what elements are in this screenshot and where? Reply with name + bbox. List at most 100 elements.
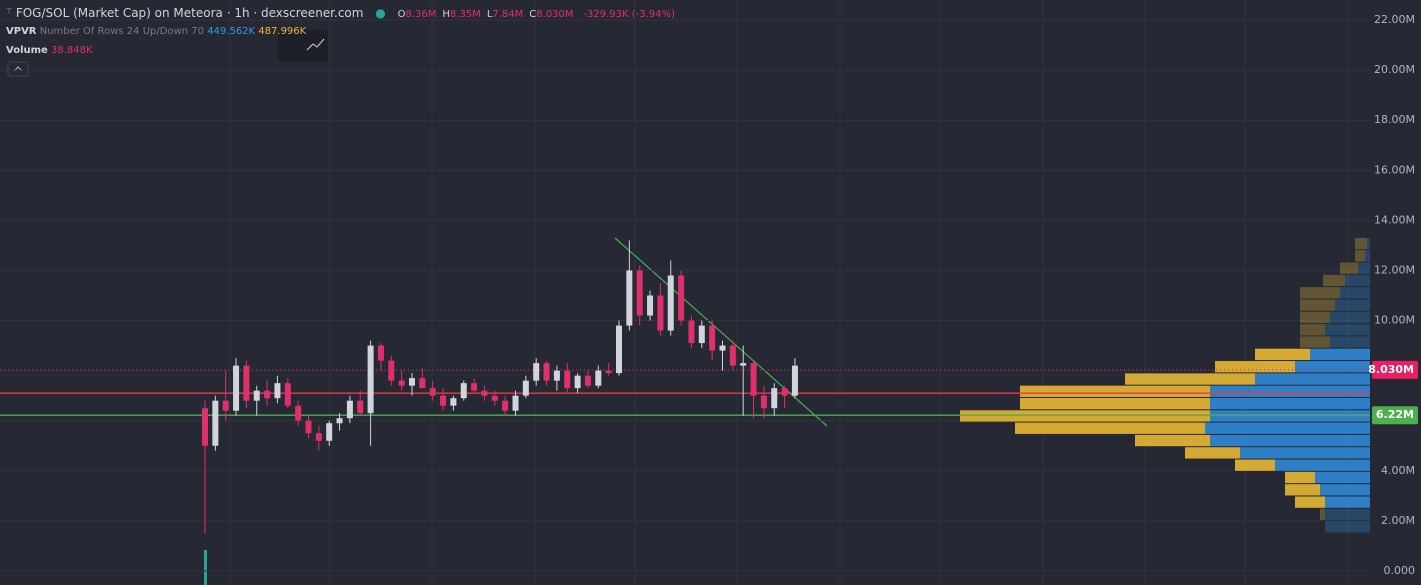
candle-body	[233, 365, 240, 411]
price-tag-label: 6.22M	[1376, 408, 1414, 421]
profile-up	[1330, 336, 1370, 348]
profile-up	[1240, 447, 1370, 459]
profile-down	[1355, 237, 1367, 250]
volume-label: Volume	[6, 45, 48, 56]
profile-up	[1330, 311, 1370, 324]
profile-up	[1315, 471, 1370, 484]
trend-line	[614, 237, 828, 427]
profile-up	[1325, 521, 1370, 533]
ohlc-key: O	[397, 9, 406, 20]
profile-up	[1340, 287, 1370, 299]
candle-body	[657, 295, 664, 331]
candle-body	[377, 345, 384, 361]
candle-body	[419, 378, 426, 389]
candle-body	[502, 400, 509, 411]
candle-body	[367, 345, 374, 414]
drawing-toolbar[interactable]	[278, 30, 328, 62]
y-tick-label: 12.00M	[1374, 263, 1415, 276]
candle-body	[771, 388, 778, 409]
ohlc-key: C	[529, 9, 537, 20]
candle-body	[574, 375, 581, 389]
profile-up	[1325, 496, 1370, 508]
vpvr-label: VPVR	[6, 26, 37, 37]
ohlc-value: 8.030M	[536, 9, 574, 20]
profile-down	[1020, 385, 1210, 397]
price-tag	[1372, 360, 1418, 379]
collapse-button[interactable]	[7, 61, 29, 77]
profile-down	[1285, 484, 1320, 496]
profile-up	[1345, 274, 1370, 287]
profile-up	[1210, 410, 1370, 422]
icon: ⸆	[6, 6, 16, 20]
candle-body	[440, 395, 447, 406]
profile-down	[1285, 471, 1315, 484]
profile-down	[1300, 287, 1340, 299]
candle-body	[605, 370, 612, 374]
profile-up	[1210, 385, 1370, 397]
trend-tool-icon[interactable]	[306, 38, 325, 51]
candle-body	[553, 370, 560, 381]
candle-body	[616, 325, 622, 374]
volume-row: Volume 38.848K	[6, 45, 93, 56]
candle-body	[429, 388, 436, 396]
y-tick-label: 2.00M	[1381, 514, 1415, 527]
candle-body	[460, 383, 467, 399]
candle-body	[512, 395, 519, 411]
vpvr-params: Number Of Rows 24 Up/Down 70	[39, 26, 204, 37]
ohlc-value: 8.35M	[449, 9, 481, 20]
profile-up	[1205, 422, 1370, 434]
candle-body	[647, 295, 654, 316]
candle-body	[595, 370, 602, 386]
profile-up	[1295, 361, 1370, 373]
candle-body	[719, 345, 726, 351]
volume-bar	[204, 550, 207, 585]
candle-body	[346, 400, 353, 419]
vpvr-up: 449.562K	[207, 26, 256, 37]
candle-body	[740, 363, 747, 366]
volume-value: 38.848K	[51, 45, 93, 56]
profile-up	[1255, 373, 1370, 385]
candle-body	[481, 390, 488, 396]
candle-body	[388, 360, 395, 381]
candle-body	[253, 390, 260, 401]
candle-body	[264, 390, 271, 399]
profile-down	[1323, 274, 1345, 287]
y-tick-label: 20.00M	[1374, 63, 1415, 76]
y-tick-label: 18.00M	[1374, 113, 1415, 126]
candle-body	[222, 400, 229, 411]
price-tag	[1372, 406, 1418, 425]
candle-body	[678, 275, 685, 321]
ohlc: O8.36M H8.35M L7.84M C8.030M	[398, 9, 580, 20]
profile-up	[1325, 508, 1370, 521]
profile-up	[1210, 397, 1370, 410]
profile-down	[1300, 311, 1330, 324]
candle-body	[491, 395, 498, 401]
candle-body	[305, 420, 312, 434]
candle-body	[336, 418, 343, 424]
y-tick-label: 0.000	[1384, 564, 1416, 577]
candle-body	[667, 275, 674, 331]
candle-body	[791, 365, 798, 396]
candle-body	[584, 375, 591, 386]
candle-body	[243, 365, 250, 401]
y-tick-label: 4.00M	[1381, 464, 1415, 477]
candle-body	[760, 395, 767, 409]
candle-body	[750, 363, 757, 396]
candle-body	[729, 345, 736, 366]
candle-body	[626, 270, 633, 326]
vpvr-down: 487.996K	[258, 26, 307, 37]
candle-body	[543, 363, 550, 381]
profile-down	[1300, 299, 1335, 311]
profile-down	[1300, 336, 1330, 348]
profile-down	[1255, 348, 1310, 361]
header-row: ⸆ FOG/SOL (Market Cap) on Meteora · 1h ·…	[6, 4, 675, 21]
profile-down	[960, 410, 1210, 422]
candle-body	[357, 400, 364, 414]
profile-down	[1300, 324, 1325, 336]
status-dot: ●	[375, 6, 386, 20]
profile-up	[1367, 237, 1370, 250]
profile-up	[1275, 459, 1370, 471]
